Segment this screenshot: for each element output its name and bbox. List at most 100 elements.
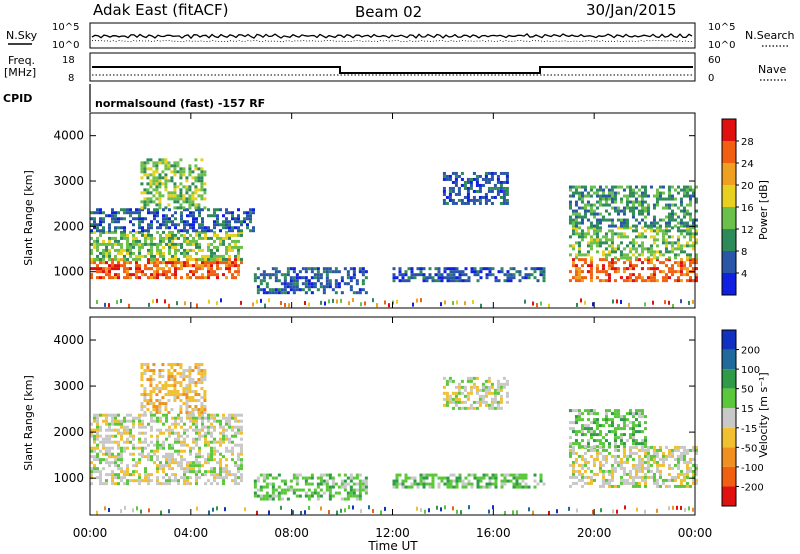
- velocity-cell: [599, 433, 602, 436]
- velocity-cell: [231, 450, 234, 453]
- power-cell: [216, 208, 219, 211]
- velocity-cell: [204, 461, 207, 464]
- velocity-cell: [183, 438, 186, 441]
- velocity-cell: [485, 401, 488, 404]
- power-cell: [135, 243, 138, 246]
- velocity-cell: [602, 479, 605, 482]
- velocity-cell: [168, 432, 171, 435]
- velocity-cell: [446, 380, 449, 383]
- velocity-cell: [626, 479, 629, 482]
- velocity-cell: [504, 474, 507, 477]
- velocity-cell: [96, 429, 99, 432]
- power-cell: [341, 279, 344, 282]
- velocity-cell: [174, 432, 177, 435]
- velocity-cell: [605, 415, 608, 418]
- power-scatter: [480, 304, 482, 308]
- velocity-cell: [602, 476, 605, 479]
- velocity-cell: [114, 429, 117, 432]
- velocity-cell: [240, 438, 243, 441]
- power-cell: [473, 202, 476, 205]
- velocity-cell: [494, 395, 497, 398]
- velocity-cell: [653, 461, 656, 464]
- velocity-cell: [182, 372, 185, 375]
- power-cell: [608, 264, 611, 267]
- velocity-cell: [114, 458, 117, 461]
- velocity-scatter: [428, 508, 430, 512]
- power-cell: [602, 241, 605, 244]
- power-cell: [135, 211, 138, 214]
- velocity-cell: [569, 421, 572, 424]
- velocity-cell: [114, 414, 117, 417]
- velocity-cell: [183, 450, 186, 453]
- power-cell: [599, 213, 602, 216]
- velocity-cell: [263, 474, 266, 477]
- velocity-cell: [132, 435, 135, 438]
- velocity-cell: [99, 441, 102, 444]
- power-scatter: [692, 300, 694, 304]
- velocity-cell: [237, 444, 240, 447]
- velocity-cell: [497, 407, 500, 410]
- power-cell: [176, 161, 179, 164]
- power-cell: [200, 188, 203, 191]
- power-cell: [200, 173, 203, 176]
- velocity-colorbar-tick-label: -15: [741, 424, 757, 435]
- power-cell: [647, 213, 650, 216]
- power-cell: [635, 241, 638, 244]
- velocity-cell: [356, 477, 359, 480]
- velocity-cell: [408, 477, 411, 480]
- power-cell: [171, 231, 174, 234]
- velocity-cell: [486, 486, 489, 489]
- velocity-cell: [191, 378, 194, 381]
- velocity-cell: [189, 453, 192, 456]
- velocity-cell: [182, 393, 185, 396]
- power-cell: [263, 276, 266, 279]
- velocity-cell: [459, 480, 462, 483]
- velocity-cell: [587, 412, 590, 415]
- power-cell: [590, 222, 593, 225]
- velocity-cell: [143, 399, 146, 402]
- velocity-cell: [170, 375, 173, 378]
- velocity-cell: [186, 444, 189, 447]
- velocity-cell: [476, 377, 479, 380]
- velocity-cell: [429, 474, 432, 477]
- x-tick-label: 04:00: [174, 526, 209, 540]
- velocity-cell: [197, 363, 200, 366]
- velocity-cell: [581, 485, 584, 488]
- velocity-cell: [228, 473, 231, 476]
- power-cell: [254, 276, 257, 279]
- power-cell: [135, 255, 138, 258]
- velocity-cell: [620, 467, 623, 470]
- velocity-cell: [138, 441, 141, 444]
- velocity-cell: [476, 407, 479, 410]
- power-cell: [275, 276, 278, 279]
- power-cell: [177, 261, 180, 264]
- power-cell: [96, 211, 99, 214]
- velocity-cell: [350, 477, 353, 480]
- power-cell: [626, 279, 629, 282]
- power-cell: [635, 247, 638, 250]
- power-cell: [195, 276, 198, 279]
- velocity-cell: [138, 414, 141, 417]
- velocity-cell: [602, 482, 605, 485]
- power-cell: [644, 189, 647, 192]
- power-cell: [155, 188, 158, 191]
- power-cell: [198, 223, 201, 226]
- velocity-cell: [203, 393, 206, 396]
- velocity-cell: [638, 461, 641, 464]
- power-cell: [686, 222, 689, 225]
- power-cell: [644, 229, 647, 232]
- power-cell: [605, 210, 608, 213]
- power-cell: [456, 279, 459, 282]
- power-cell: [99, 229, 102, 232]
- power-cell: [584, 253, 587, 256]
- power-cell: [581, 276, 584, 279]
- velocity-cell: [308, 477, 311, 480]
- power-cell: [668, 222, 671, 225]
- power-cell: [578, 232, 581, 235]
- power-cell: [197, 188, 200, 191]
- power-cell: [683, 213, 686, 216]
- velocity-cell: [168, 461, 171, 464]
- velocity-cell: [117, 464, 120, 467]
- velocity-cell: [584, 409, 587, 412]
- velocity-cell: [203, 372, 206, 375]
